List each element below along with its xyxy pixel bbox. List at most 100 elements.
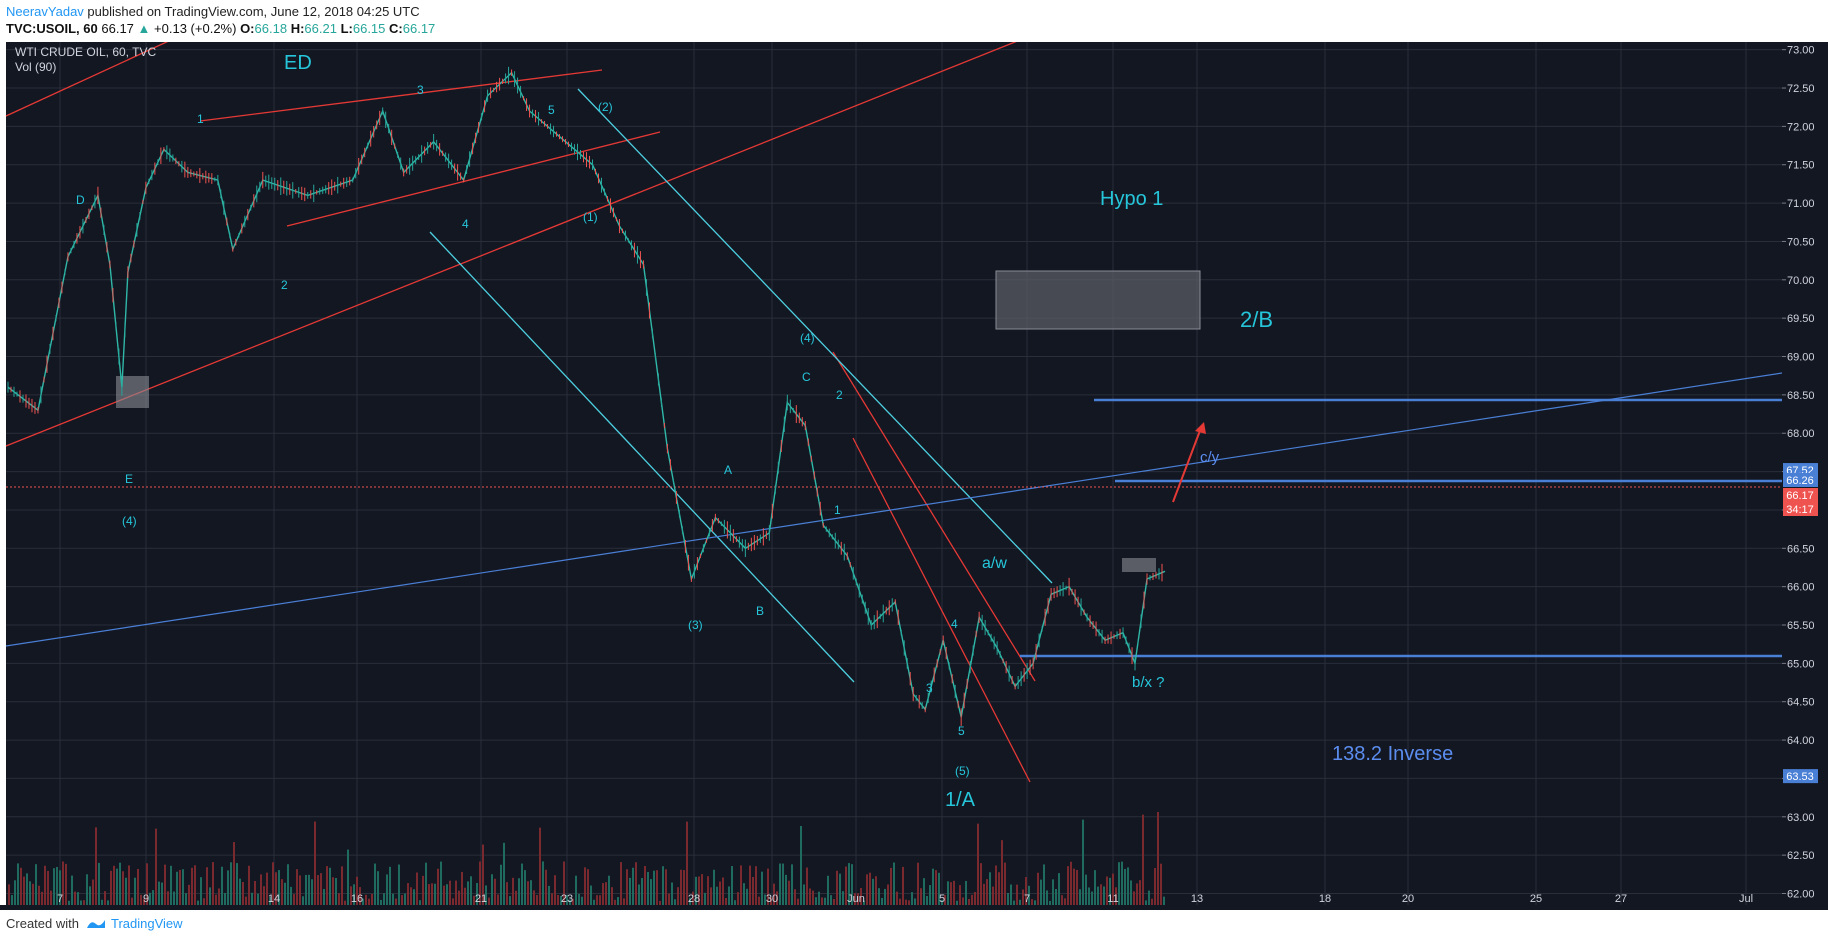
low-label: L:: [340, 21, 353, 36]
high-value: 66.21: [304, 21, 337, 36]
y-tick-label: 73.00: [1787, 45, 1815, 57]
bx-box: [1122, 558, 1156, 572]
volume-bar: [407, 883, 409, 905]
volume-bar: [320, 873, 322, 905]
volume-bar: [122, 871, 124, 905]
volume-bar: [293, 894, 295, 905]
volume-bar: [614, 899, 616, 905]
volume-bar: [938, 872, 940, 905]
volume-bar: [1151, 898, 1153, 905]
volume-bar: [194, 865, 196, 905]
volume-bar: [692, 891, 694, 905]
wave-label: (4): [800, 331, 815, 345]
volume-bar: [485, 885, 487, 905]
volume-bar: [1040, 879, 1042, 905]
volume-bar: [155, 828, 157, 905]
volume-bar: [251, 892, 253, 905]
volume-bar: [1049, 900, 1051, 905]
volume-bar: [353, 884, 355, 905]
volume-bar: [578, 893, 580, 905]
annotation-label: 2/B: [1240, 307, 1273, 332]
volume-bar: [851, 864, 853, 905]
volume-bar: [875, 876, 877, 905]
tradingview-logo-icon: [86, 919, 105, 928]
volume-bar: [89, 886, 91, 905]
volume-bar: [137, 868, 139, 905]
volume-bar: [911, 892, 913, 905]
y-tick-label: 64.00: [1787, 735, 1815, 747]
volume-bar: [224, 892, 226, 905]
volume-bar: [38, 885, 40, 905]
volume-bar: [332, 877, 334, 905]
volume-bar: [371, 893, 373, 905]
volume-bar: [530, 880, 532, 905]
y-tick-label: 72.50: [1787, 83, 1815, 95]
volume-bar: [440, 861, 442, 905]
volume-bar: [341, 866, 343, 905]
y-tick-label: 62.00: [1787, 888, 1815, 900]
volume-bar: [1097, 886, 1099, 905]
volume-bar: [68, 900, 70, 905]
time-axis[interactable]: 7 9 14 16 21 23 28 30 Jun 5 7 11 13 18 20 25 27 Jul: [0, 893, 1782, 910]
volume-bar: [362, 898, 364, 905]
volume-bar: [1025, 877, 1027, 905]
volume-bar: [674, 899, 676, 905]
volume-bar: [176, 871, 178, 905]
volume-bar: [884, 888, 886, 905]
volume-bar: [44, 865, 46, 905]
volume-bar: [35, 864, 37, 905]
annotation-label: a/w: [982, 555, 1007, 572]
volume-bar: [917, 862, 919, 905]
volume-bar: [314, 821, 316, 905]
volume-bar: [428, 884, 430, 905]
volume-bar: [56, 866, 58, 905]
volume-bar: [464, 887, 466, 905]
volume-bar: [869, 872, 871, 905]
volume-bar: [713, 869, 715, 905]
volume-bar: [1121, 861, 1123, 905]
volume-bar: [308, 874, 310, 905]
volume-bar: [749, 865, 751, 905]
volume-bar: [260, 874, 262, 905]
volume-bar: [590, 885, 592, 905]
author-link[interactable]: NeeravYadav: [6, 4, 84, 19]
volume-bar: [998, 872, 1000, 905]
volume-bar: [140, 894, 142, 905]
volume-bar: [359, 887, 361, 905]
volume-bar: [920, 888, 922, 905]
x-tick-label: Jun: [847, 893, 865, 905]
red-trendline-long: [5, 42, 1017, 447]
volume-bar: [569, 899, 571, 905]
volume-bar: [278, 870, 280, 905]
volume-bar: [803, 884, 805, 905]
volume-bar: [794, 889, 796, 905]
x-tick-label: 23: [561, 893, 573, 905]
volume-bar: [698, 876, 700, 905]
y-tick-label: 65.50: [1787, 620, 1815, 632]
volume-bar: [29, 881, 31, 905]
volume-bar: [446, 884, 448, 905]
volume-bar: [170, 865, 172, 905]
volume-legend[interactable]: Vol (90): [15, 60, 56, 74]
volume-bar: [299, 875, 301, 905]
volume-bar: [1160, 863, 1162, 905]
x-tick-label: 30: [766, 893, 778, 905]
volume-bar: [695, 876, 697, 905]
volume-bar: [668, 893, 670, 905]
volume-bar: [14, 880, 16, 905]
volume-bar: [575, 875, 577, 905]
price-chart[interactable]: ED Hypo 1 2/B c/y a/w b/x ? 138.2 Inverse 1/A D E…: [0, 42, 1828, 910]
volume-bar: [665, 869, 667, 905]
volume-bar: [1145, 900, 1147, 905]
volume-bar: [656, 870, 658, 905]
volume-bar: [560, 896, 562, 905]
volume-bar: [266, 872, 268, 905]
tradingview-brand[interactable]: TradingView: [85, 916, 183, 931]
volume-bar: [1112, 873, 1114, 905]
volume-bar: [125, 877, 127, 905]
y-tick-label: 62.50: [1787, 850, 1815, 862]
volume-bar: [581, 896, 583, 905]
volume-bar: [368, 898, 370, 905]
volume-bar: [158, 881, 160, 905]
chart-legend-title[interactable]: WTI CRUDE OIL, 60, TVC: [15, 45, 156, 59]
